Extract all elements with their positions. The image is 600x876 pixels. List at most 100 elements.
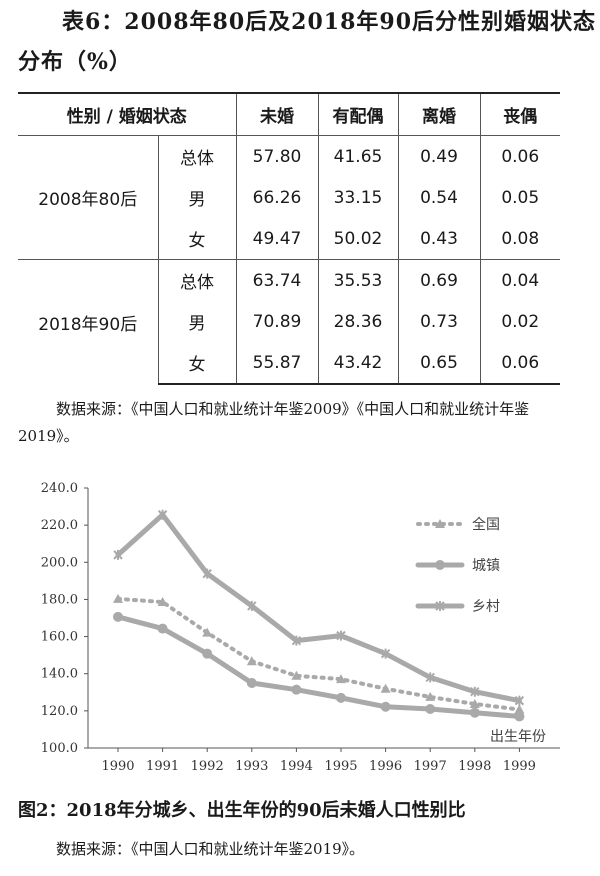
series-line-3: [115, 512, 522, 704]
sex-ratio-line-chart: 100.0 120.0 140.0 160.0 180.0 200.0 220.0 240.0…: [41, 481, 560, 774]
cell-value: 0.49: [397, 135, 480, 177]
row-sex-label: 男: [157, 301, 236, 342]
chart-caption: 图2：2018年分城乡、出生年份的90后未婚人口性别比: [18, 800, 466, 821]
table-title-line1: 表6：2008年80后及2018年90后分性别婚姻状态: [62, 9, 597, 35]
data-point: [157, 509, 168, 520]
y-tick-label: 220.0: [41, 518, 78, 533]
row-sex-label: 男: [157, 177, 236, 218]
cell-value: 63.74: [235, 259, 318, 301]
x-tick-label: 1993: [235, 759, 268, 774]
x-tick-label: 1990: [101, 759, 134, 774]
cell-value: 70.89: [235, 301, 318, 342]
cell-value: 0.73: [397, 301, 480, 342]
header-divorced: 离婚: [397, 92, 480, 136]
series-line-2: [115, 614, 522, 719]
x-tick-label: 1996: [369, 759, 402, 774]
cell-value: 0.04: [479, 259, 560, 301]
data-point: [247, 600, 257, 611]
data-point: [246, 656, 257, 666]
cell-value: 49.47: [235, 218, 318, 260]
table-source-note: 数据来源：《中国人口和就业统计年鉴2009》《中国人口和就业统计年鉴2019》。: [18, 400, 530, 445]
data-point: [202, 627, 213, 637]
table-row: 女 49.47 50.02 0.43 0.08: [18, 218, 560, 260]
data-point: [113, 611, 123, 622]
data-point: [514, 695, 525, 706]
legend-label: 全国: [472, 516, 500, 533]
x-tick-label: 1999: [503, 759, 536, 774]
cell-value: 55.87: [235, 342, 318, 385]
cell-value: 0.69: [397, 259, 480, 301]
data-point: [380, 701, 391, 712]
cell-value: 0.54: [397, 177, 480, 218]
legend-swatch-marker: [435, 560, 445, 570]
data-point: [291, 635, 302, 646]
cell-value: 57.80: [235, 135, 318, 177]
cell-value: 43.42: [317, 342, 398, 385]
data-point: [113, 549, 123, 560]
legend-swatch-marker: [435, 519, 445, 528]
data-point: [469, 707, 480, 718]
row-sex-label: 女: [157, 342, 236, 385]
chart-source-note: 数据来源：《中国人口和就业统计年鉴2019》。: [56, 840, 365, 858]
table-row: 男 70.89 28.36 0.73 0.02: [18, 301, 560, 342]
x-tick-label: 1998: [458, 759, 491, 774]
cell-value: 41.65: [317, 135, 398, 177]
table-title-line2: 分布（%）: [18, 49, 132, 75]
series-line-1: [116, 596, 522, 712]
data-point: [291, 684, 302, 695]
data-point: [514, 704, 525, 714]
data-point: [380, 683, 391, 693]
row-sex-label: 总体: [157, 259, 236, 301]
cell-value: 0.05: [479, 177, 560, 218]
cell-value: 0.43: [397, 218, 480, 260]
cell-value: 33.15: [317, 177, 398, 218]
y-tick-label: 120.0: [41, 704, 78, 719]
y-tick-label: 180.0: [41, 592, 78, 607]
legend-label: 城镇: [472, 558, 500, 574]
cell-value: 0.08: [479, 218, 560, 260]
data-point: [336, 674, 346, 684]
row-sex-label: 女: [157, 218, 236, 260]
group-label-2018: 2018年90后: [38, 314, 138, 335]
cell-value: 0.02: [479, 301, 560, 342]
data-point: [336, 630, 346, 641]
data-point: [113, 593, 123, 603]
group-label-2008: 2008年80后: [18, 135, 158, 260]
y-tick-label: 100.0: [41, 741, 78, 756]
cell-value: 0.06: [479, 135, 560, 177]
data-point: [380, 648, 391, 659]
x-axis-title: 出生年份: [490, 729, 546, 745]
table-row: 2018年90后 总体 63.74 35.53 0.69 0.04: [18, 259, 560, 335]
row-sex-label: 总体: [157, 135, 236, 177]
data-point: [425, 691, 436, 701]
y-tick-label: 240.0: [41, 481, 78, 496]
header-unmarried: 未婚: [235, 92, 318, 136]
data-point: [336, 692, 346, 703]
data-point: [202, 568, 212, 579]
cell-value: 50.02: [317, 218, 398, 260]
cell-value: 0.65: [397, 342, 480, 385]
data-point: [157, 597, 168, 607]
data-point: [246, 678, 257, 688]
legend-label: 乡村: [472, 599, 500, 615]
legend-swatch-marker: [435, 601, 445, 611]
marital-status-table: 性别 / 婚姻状态 未婚 有配偶 离婚 丧偶 2008年80后 总体 57.80…: [18, 92, 560, 385]
data-point: [202, 648, 213, 659]
y-tick-label: 200.0: [41, 555, 78, 570]
data-point: [157, 623, 168, 634]
cell-value: 35.53: [317, 259, 398, 301]
cell-value: 0.06: [479, 342, 560, 385]
table-row: 男 66.26 33.15 0.54 0.05: [18, 177, 560, 218]
y-tick-label: 140.0: [41, 667, 78, 682]
x-tick-label: 1995: [324, 759, 357, 774]
header-married: 有配偶: [317, 92, 398, 136]
x-tick-label: 1994: [280, 759, 313, 774]
header-widowed: 丧偶: [479, 92, 560, 136]
cell-value: 66.26: [235, 177, 318, 218]
table-header-row: 性别 / 婚姻状态 未婚 有配偶 离婚 丧偶: [18, 92, 560, 136]
data-point: [514, 711, 525, 722]
table-row: 2008年80后 总体 57.80 41.65 0.49 0.06: [18, 135, 560, 260]
data-point: [425, 704, 436, 714]
cell-value: 28.36: [317, 301, 398, 342]
x-tick-label: 1992: [191, 759, 224, 774]
